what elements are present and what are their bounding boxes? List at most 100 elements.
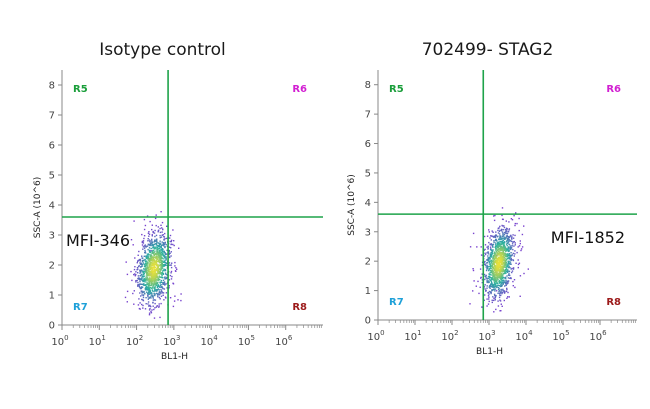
event-point bbox=[483, 255, 485, 257]
event-point bbox=[147, 274, 149, 276]
event-point bbox=[501, 237, 503, 239]
event-point bbox=[507, 254, 509, 256]
event-point bbox=[154, 260, 157, 263]
event-point bbox=[152, 286, 154, 288]
event-point bbox=[138, 298, 140, 300]
event-point bbox=[156, 276, 158, 279]
event-point bbox=[147, 296, 149, 298]
event-point bbox=[157, 296, 159, 298]
event-point bbox=[158, 275, 160, 277]
event-point bbox=[143, 265, 146, 268]
event-point bbox=[156, 294, 159, 296]
event-point bbox=[501, 292, 503, 295]
event-point bbox=[159, 240, 161, 242]
event-point bbox=[496, 276, 499, 278]
event-point bbox=[484, 294, 486, 296]
event-point bbox=[153, 281, 155, 283]
event-point bbox=[148, 277, 150, 279]
event-point bbox=[170, 278, 173, 280]
event-point bbox=[505, 232, 507, 234]
event-point bbox=[151, 266, 153, 268]
event-point bbox=[492, 245, 494, 247]
event-point bbox=[160, 264, 162, 267]
event-point bbox=[479, 286, 481, 288]
event-point bbox=[170, 255, 172, 257]
event-point bbox=[488, 273, 490, 275]
event-point bbox=[152, 286, 154, 289]
event-point bbox=[156, 267, 158, 269]
event-point bbox=[503, 248, 506, 250]
event-point bbox=[499, 253, 502, 255]
event-point bbox=[506, 228, 508, 230]
event-point bbox=[163, 235, 165, 238]
event-point bbox=[494, 273, 497, 275]
event-point bbox=[504, 269, 506, 272]
event-point bbox=[172, 229, 174, 231]
event-point bbox=[163, 243, 166, 246]
event-point bbox=[154, 299, 157, 301]
event-point bbox=[505, 220, 507, 222]
stag2-panel: 702499- STAG2 0 1 2 3 4 5 6 7 8 100 101 102 103 104 10… bbox=[325, 0, 650, 409]
event-point bbox=[501, 284, 503, 286]
event-point bbox=[148, 305, 150, 307]
event-point bbox=[160, 268, 162, 270]
event-point bbox=[146, 268, 148, 270]
event-point bbox=[487, 260, 489, 262]
event-point bbox=[494, 257, 497, 260]
event-point bbox=[519, 275, 522, 277]
event-point bbox=[509, 235, 511, 238]
event-point bbox=[157, 245, 160, 248]
event-point bbox=[151, 252, 153, 254]
event-point bbox=[153, 260, 155, 262]
event-point bbox=[494, 245, 497, 248]
event-point bbox=[174, 265, 176, 267]
event-point bbox=[496, 248, 498, 250]
event-point bbox=[138, 258, 141, 261]
event-point bbox=[498, 270, 500, 272]
event-point bbox=[142, 257, 144, 259]
event-point bbox=[486, 268, 489, 270]
event-point bbox=[140, 274, 142, 277]
event-point bbox=[162, 292, 165, 294]
event-point bbox=[173, 244, 175, 247]
y-tick-label: 7 bbox=[49, 111, 55, 122]
event-point bbox=[156, 241, 158, 243]
event-point bbox=[495, 235, 497, 237]
event-point bbox=[163, 256, 166, 258]
event-point bbox=[488, 263, 491, 265]
event-point bbox=[509, 263, 511, 265]
event-point bbox=[481, 306, 483, 308]
event-point bbox=[152, 257, 154, 260]
y-tick-label: 0 bbox=[365, 316, 371, 327]
event-point bbox=[486, 279, 488, 281]
event-point bbox=[493, 240, 495, 242]
event-point bbox=[150, 297, 152, 299]
event-point bbox=[144, 277, 147, 279]
event-point bbox=[160, 272, 162, 275]
event-point bbox=[148, 263, 150, 265]
event-point bbox=[486, 287, 488, 289]
event-point bbox=[492, 243, 495, 246]
event-point bbox=[152, 277, 154, 279]
event-point bbox=[147, 285, 150, 287]
event-point bbox=[147, 253, 149, 255]
event-point bbox=[141, 255, 143, 257]
event-point bbox=[502, 268, 505, 271]
event-point bbox=[152, 297, 154, 299]
event-point bbox=[141, 233, 143, 236]
event-point bbox=[498, 230, 501, 232]
event-point bbox=[487, 294, 490, 297]
event-point bbox=[166, 237, 168, 240]
event-point bbox=[488, 296, 490, 298]
panel-title: 702499- STAG2 bbox=[421, 40, 554, 60]
event-point bbox=[146, 277, 148, 280]
event-point bbox=[151, 244, 153, 246]
event-point bbox=[136, 279, 138, 282]
event-point bbox=[504, 263, 507, 265]
event-point bbox=[161, 272, 163, 274]
event-point bbox=[138, 250, 140, 253]
event-point bbox=[484, 263, 486, 265]
event-point bbox=[151, 235, 153, 237]
event-point bbox=[157, 293, 159, 295]
event-point bbox=[501, 243, 503, 246]
